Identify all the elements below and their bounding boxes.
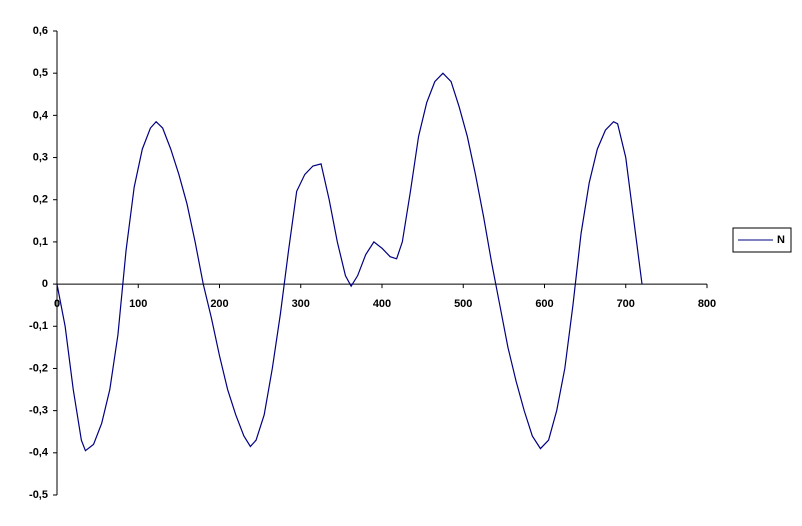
x-tick-label: 700 [617, 298, 635, 310]
y-tick-label: 0 [42, 278, 48, 290]
y-tick-label: 0,4 [33, 109, 49, 121]
y-tick-label: -0,5 [29, 489, 48, 501]
y-tick-label: 0,2 [33, 194, 48, 206]
x-tick-label: 300 [292, 298, 310, 310]
x-tick-label: 500 [454, 298, 472, 310]
x-tick-label: 200 [210, 298, 228, 310]
y-tick-label: 0,6 [33, 25, 48, 37]
y-tick-label: -0,4 [29, 447, 49, 459]
y-tick-label: 0,5 [33, 67, 48, 79]
y-tick-label: -0,1 [29, 320, 48, 332]
y-tick-label: 0,3 [33, 151, 48, 163]
y-tick-label: -0,3 [29, 405, 48, 417]
y-tick-label: 0,1 [33, 236, 48, 248]
x-tick-label: 800 [698, 298, 716, 310]
x-tick-label: 100 [129, 298, 147, 310]
y-tick-label: -0,2 [29, 362, 48, 374]
line-series [56, 72, 643, 452]
x-tick-label: 0 [54, 298, 60, 310]
x-tick-label: 600 [535, 298, 553, 310]
x-tick-label: 400 [373, 298, 391, 310]
legend-label: N [777, 234, 785, 246]
